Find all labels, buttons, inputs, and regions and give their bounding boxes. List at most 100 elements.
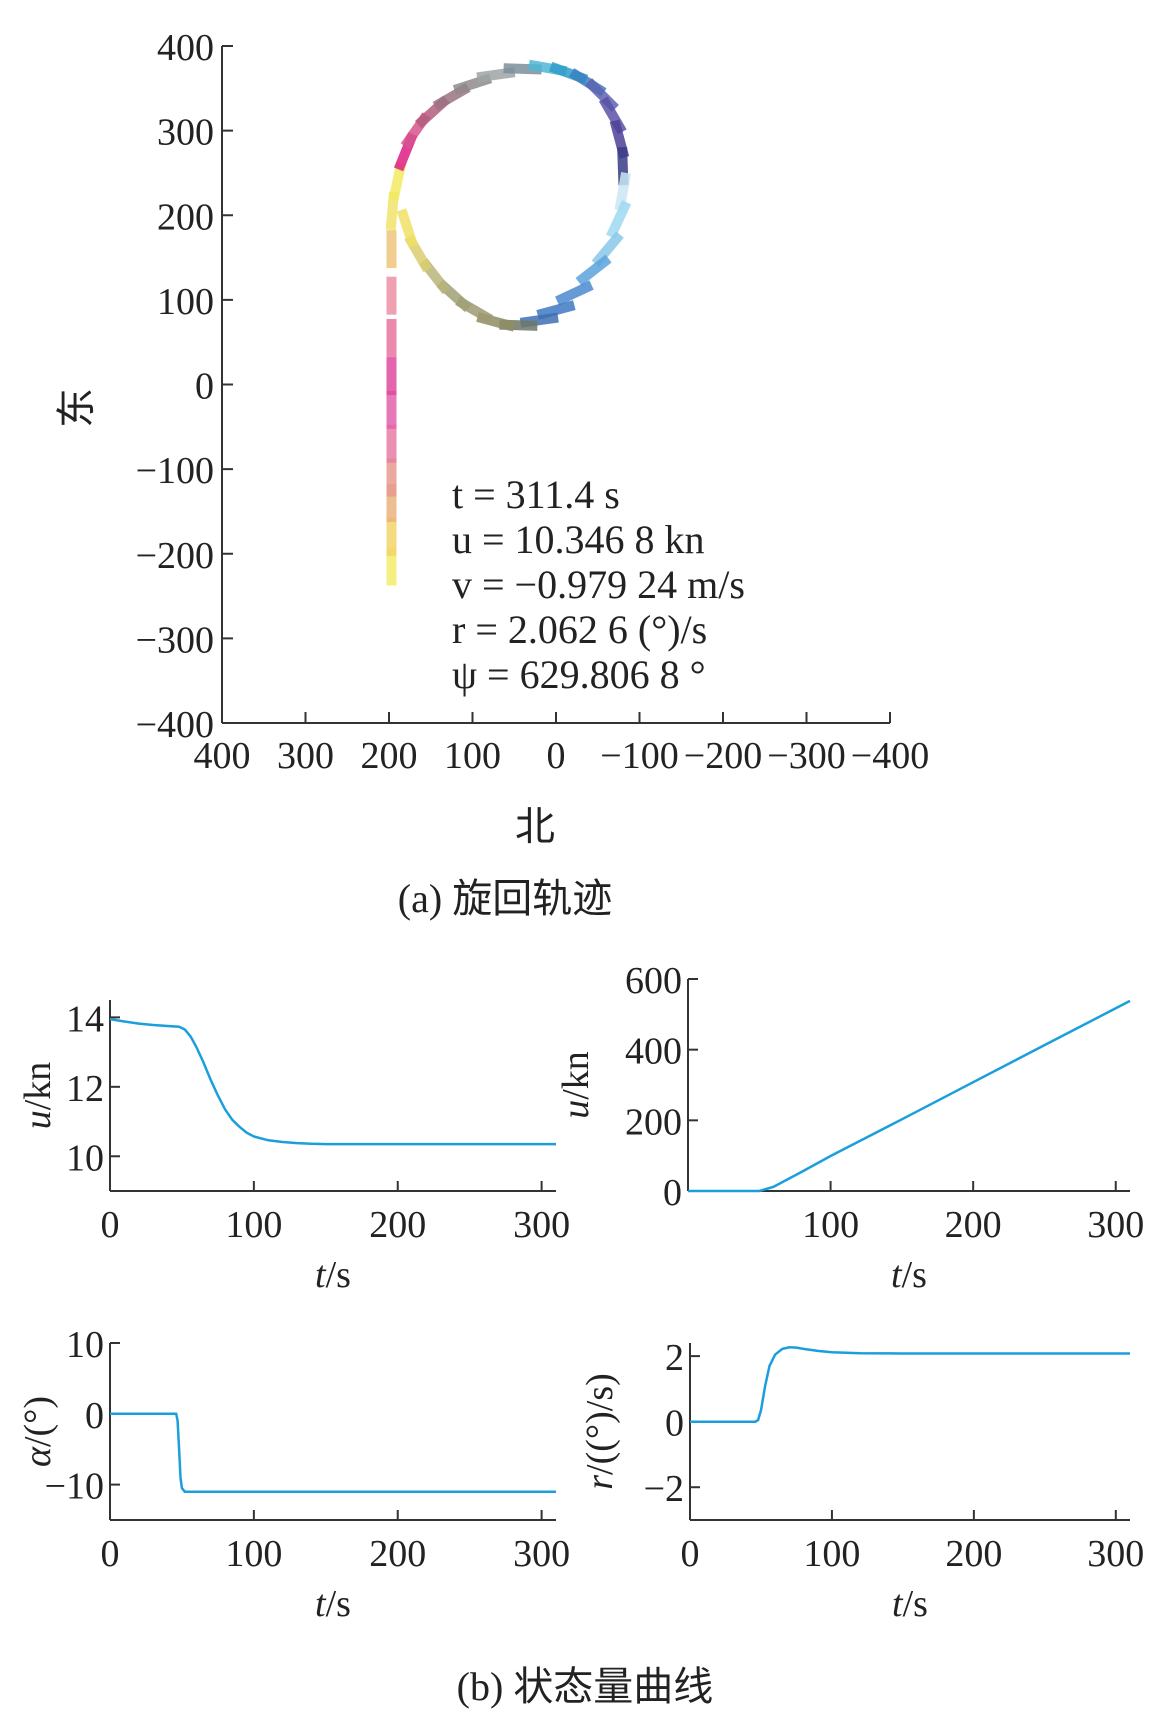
x-tick-label: −400 [851, 735, 929, 777]
x-tick-label: 300 [513, 1533, 570, 1575]
y-tick-label: −200 [136, 535, 214, 577]
y-tick-label: 2 [665, 1337, 684, 1379]
heading-segment [386, 276, 397, 315]
heading-segment [614, 171, 632, 212]
x-tick-label: 300 [277, 735, 334, 777]
series-line [690, 1346, 1130, 1423]
x-tick-label: 300 [1087, 1204, 1144, 1246]
y-tick-label: −300 [136, 619, 214, 661]
series-line [688, 999, 1131, 1193]
heading-segment [388, 161, 407, 202]
y-axis-label-var: r [579, 1475, 621, 1490]
x-axis-label-var: t [315, 1254, 327, 1296]
x-axis-label-unit: /s [903, 1583, 928, 1625]
x-tick-label: 100 [225, 1533, 282, 1575]
r-plot: 2 0 −2 0 100 200 300 t/s r/((°)/s) [579, 1337, 1144, 1625]
y-tick-label: 0 [663, 1172, 682, 1214]
y-tick-label: 200 [157, 196, 214, 238]
heading-segment [385, 191, 399, 231]
x-axis-label: t/s [315, 1583, 351, 1625]
x-tick-label: 0 [681, 1533, 700, 1575]
y-axis-label-unit: /kn [17, 1062, 59, 1111]
x-tick-label: 200 [369, 1204, 426, 1246]
y-axis-label-unit: /((°)/s) [579, 1373, 621, 1475]
x-axis-label-var: t [315, 1583, 327, 1625]
y-tick-label: 200 [625, 1101, 682, 1143]
x-axis-label-var: t [891, 1254, 903, 1296]
annotation: u = 10.346 8 kn [452, 517, 705, 562]
y-tick-label: 600 [625, 960, 682, 1002]
x-axis-label: t/s [891, 1254, 927, 1296]
x-tick-label: 0 [101, 1533, 120, 1575]
y-tick-label: −10 [45, 1466, 104, 1508]
x-axis-label-unit: /s [902, 1254, 927, 1296]
heading-segment [584, 78, 619, 113]
x-axis-label-var: t [892, 1583, 904, 1625]
heading-segment [386, 357, 397, 396]
heading-segment [386, 517, 397, 556]
x-tick-label: 100 [444, 735, 501, 777]
y-axis-label-unit: /kn [555, 1051, 597, 1100]
y-axis-label: u/kn [555, 1051, 597, 1119]
x-tick-label: 400 [194, 735, 251, 777]
heading-segment [575, 254, 612, 286]
heading-segment [386, 458, 397, 497]
heading-segment [386, 547, 397, 586]
heading-segment [591, 231, 624, 267]
x-tick-label: −300 [767, 735, 845, 777]
series-line [110, 1412, 556, 1493]
heading-segment [386, 390, 397, 429]
x-tick-label: 100 [802, 1204, 859, 1246]
x-axis-label: 北 [515, 804, 555, 849]
annotation: t = 311.4 s [452, 472, 620, 517]
y-axis-label-unit: /(°) [17, 1396, 59, 1447]
y-tick-label: 0 [195, 366, 214, 408]
y-axis-label-var: u [17, 1110, 59, 1129]
y-axis-label: u/kn [17, 1062, 59, 1130]
y-tick-label: 0 [85, 1395, 104, 1437]
annotation: ψ = 629.806 8 ° [452, 652, 706, 697]
y-tick-label: −2 [644, 1468, 684, 1510]
heading-segment [386, 483, 397, 522]
x-tick-label: 100 [225, 1204, 282, 1246]
x-tick-label: 200 [945, 1204, 1002, 1246]
x-tick-label: 300 [513, 1204, 570, 1246]
y-tick-label: −100 [136, 450, 214, 492]
series-line [109, 1017, 556, 1146]
y-axis-label: r/((°)/s) [579, 1373, 621, 1490]
heading-segment [386, 230, 397, 269]
y-tick-label: 300 [157, 112, 214, 154]
y-axis-label: α/(°) [17, 1396, 59, 1467]
y-tick-label: 10 [66, 1324, 104, 1366]
x-tick-label: 200 [361, 735, 418, 777]
caption-b: (b) 状态量曲线 [457, 1664, 714, 1709]
y-tick-label: 14 [66, 998, 104, 1040]
annotation: v = −0.979 24 m/s [452, 562, 745, 607]
psi-plot: 0 200 400 600 100 200 300 t/s u/kn [555, 960, 1144, 1296]
u-plot: 10 12 14 0 100 200 300 t/s u/kn [17, 998, 570, 1296]
heading-segment [396, 208, 418, 248]
x-axis-label: t/s [892, 1583, 928, 1625]
x-tick-label: 200 [369, 1533, 426, 1575]
heading-segment [386, 424, 397, 463]
y-tick-label: 10 [66, 1137, 104, 1179]
y-axis-label-var: α [17, 1446, 59, 1467]
y-axis-label-var: u [555, 1100, 597, 1119]
x-tick-label: −200 [684, 735, 762, 777]
y-tick-label: 12 [66, 1068, 104, 1110]
y-tick-label: 0 [665, 1403, 684, 1445]
y-tick-label: 100 [157, 281, 214, 323]
annotation: r = 2.062 6 (°)/s [452, 607, 707, 652]
y-tick-label: −400 [136, 704, 214, 746]
x-tick-label: −100 [600, 735, 678, 777]
x-axis-label-unit: /s [326, 1583, 351, 1625]
heading-segment [606, 200, 632, 239]
x-axis-label-unit: /s [326, 1254, 351, 1296]
x-tick-label: 100 [803, 1533, 860, 1575]
x-tick-label: 0 [101, 1204, 120, 1246]
caption-a: (a) 旋回轨迹 [398, 876, 612, 921]
x-tick-label: 0 [547, 735, 566, 777]
y-axis-label: 东 [54, 388, 99, 428]
